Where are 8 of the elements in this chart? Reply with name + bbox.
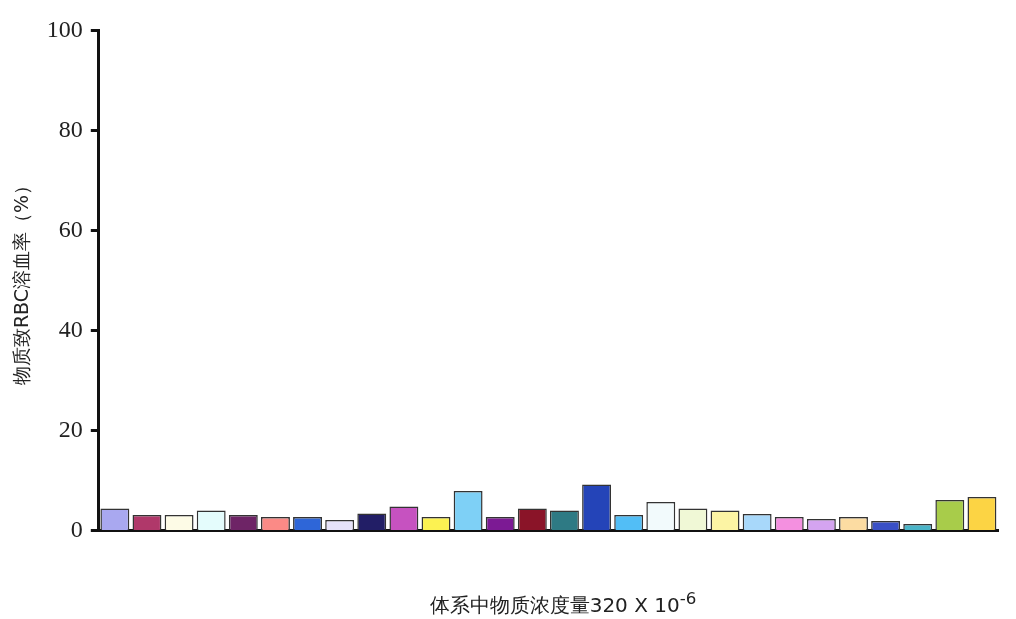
y-tick-label: 20 <box>58 415 83 442</box>
y-axis-title: 物质致RBC溶血率（%） <box>10 175 33 386</box>
y-tick-label: 60 <box>58 215 83 242</box>
x-axis-title: 体系中物质浓度量320 X 10$^{-6}$ <box>428 589 698 619</box>
y-tick-label: 40 <box>58 315 83 342</box>
y-tick-label: 80 <box>58 115 83 142</box>
y-tick-label: 100 <box>46 15 83 42</box>
y-tick-label: 0 <box>70 515 83 542</box>
